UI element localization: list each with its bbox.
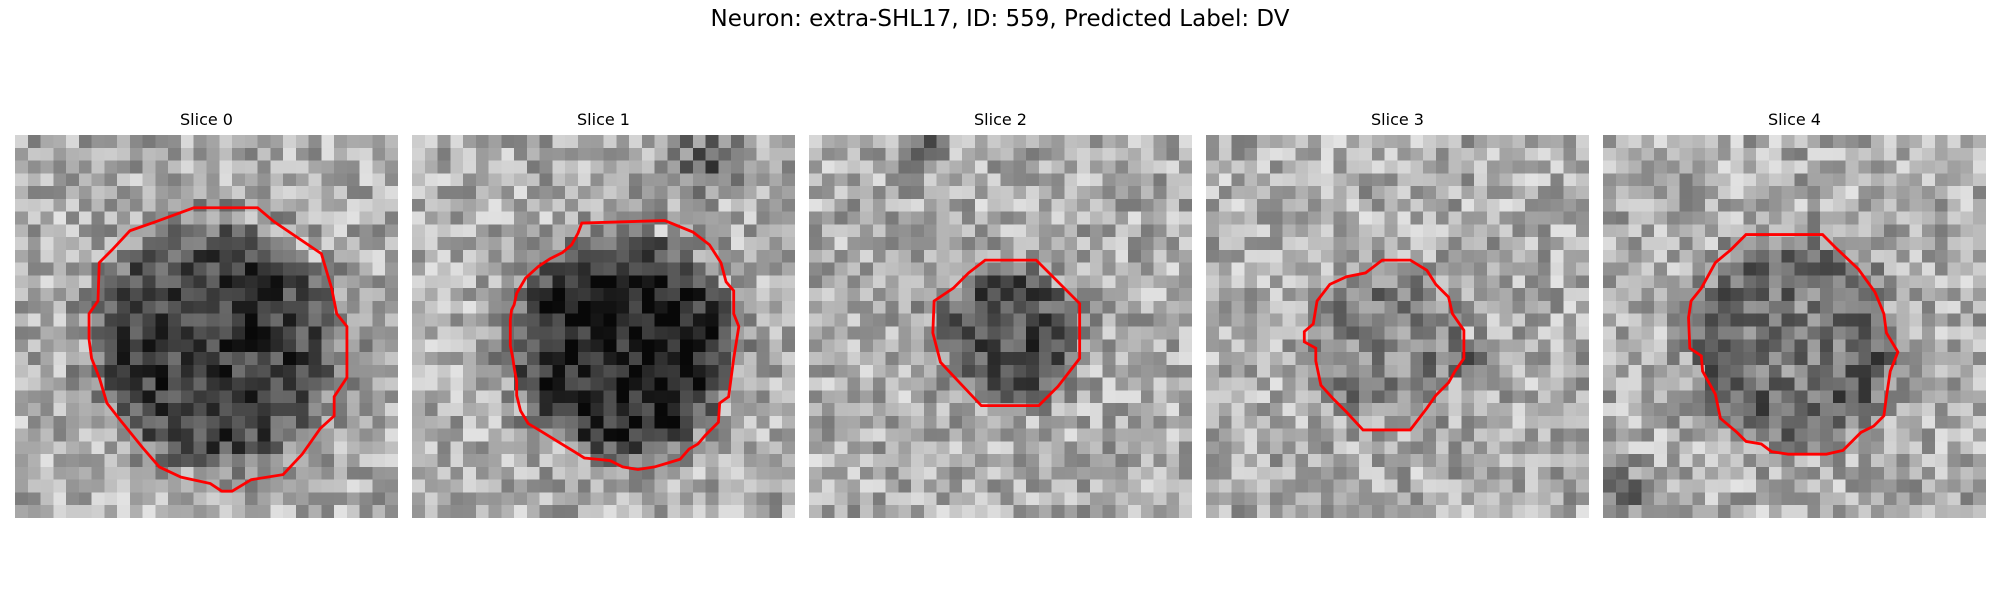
cell-contour	[1687, 233, 1900, 456]
slice-image-2	[809, 135, 1192, 518]
slice-panel-4: Slice 4	[1603, 0, 1986, 600]
slice-title-3: Slice 3	[1371, 110, 1424, 129]
pixel-grid	[412, 135, 795, 518]
pixel-grid	[1603, 135, 1986, 518]
slice-title-1: Slice 1	[577, 110, 630, 129]
cell-contour	[931, 258, 1082, 408]
slice-title-4: Slice 4	[1768, 110, 1821, 129]
slice-panel-2: Slice 2	[809, 0, 1192, 600]
slice-image-4	[1603, 135, 1986, 518]
slice-panel-3: Slice 3	[1206, 0, 1589, 600]
slice-image-1	[412, 135, 795, 518]
pixel-grid	[1206, 135, 1589, 518]
figure-title: Neuron: extra-SHL17, ID: 559, Predicted …	[710, 6, 1290, 32]
cell-contour	[1302, 258, 1466, 432]
slice-title-2: Slice 2	[974, 110, 1027, 129]
slice-image-3	[1206, 135, 1589, 518]
pixel-grid	[15, 135, 398, 518]
pixel-grid	[809, 135, 1192, 518]
cell-contour	[508, 219, 741, 471]
slice-panel-1: Slice 1	[412, 0, 795, 600]
slice-image-0	[15, 135, 398, 518]
slice-panel-0: Slice 0	[15, 0, 398, 600]
slice-title-0: Slice 0	[180, 110, 233, 129]
cell-contour	[87, 206, 349, 493]
